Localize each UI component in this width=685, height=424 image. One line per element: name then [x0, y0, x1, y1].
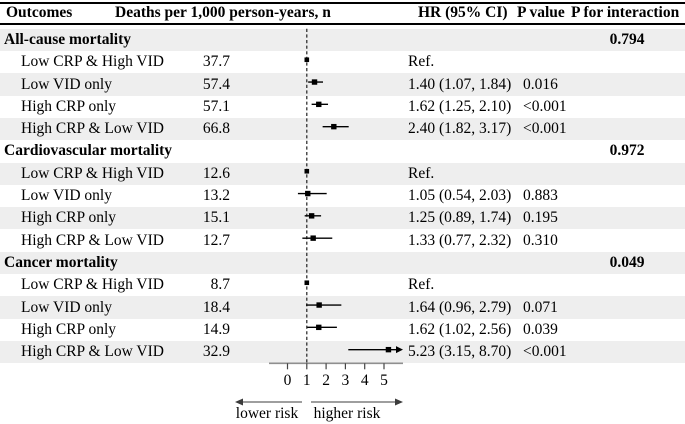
deaths-value: 57.1: [202, 97, 230, 115]
p-value: 0.195: [523, 209, 558, 227]
hr-ci-value: Ref.: [408, 164, 435, 182]
hr-point-marker: [304, 168, 310, 174]
higher-risk-arrowhead: [395, 398, 403, 406]
p-value: 0.883: [523, 187, 558, 205]
p-interaction-value: 0.049: [609, 253, 645, 271]
section-label: All-cause mortality: [4, 30, 131, 48]
deaths-value: 12.7: [202, 231, 230, 249]
outcome-row: High CRP & Low VID 66.8 2.40 (1.82, 3.17) <…: [0, 118, 685, 141]
column-header-deaths: Deaths per 1,000 person-years, n: [115, 4, 331, 21]
axis-tick-label: 4: [361, 372, 369, 389]
deaths-value: 14.9: [202, 320, 230, 338]
outcome-label: Low CRP & High VID: [21, 164, 164, 182]
column-header-outcomes: Outcomes: [6, 4, 73, 21]
outcome-label: High CRP only: [21, 97, 117, 115]
hr-ci-value: 1.25 (0.89, 1.74): [408, 209, 512, 227]
outcome-row: High CRP only 15.1 1.25 (0.89, 1.74) 0.195: [0, 207, 685, 230]
deaths-value: 8.7: [210, 276, 230, 294]
outcome-label: Low CRP & High VID: [21, 53, 164, 71]
outcome-label: Low VID only: [21, 187, 112, 205]
p-value: 0.071: [523, 298, 558, 316]
outcome-row: High CRP & Low VID 32.9 5.23 (3.15, 8.70) <…: [0, 341, 685, 364]
outcome-row: Low VID only 57.4 1.40 (1.07, 1.84) 0.016: [0, 73, 685, 96]
header-rule: [0, 23, 685, 25]
lower-risk-arrowhead: [235, 398, 243, 406]
hr-point-marker: [316, 101, 322, 108]
outcome-row: Low CRP & High VID 8.7 Ref.: [0, 274, 685, 296]
hr-ci-value: Ref.: [408, 53, 435, 71]
deaths-value: 66.8: [202, 120, 230, 138]
hr-ci-value: 1.40 (1.07, 1.84): [408, 75, 512, 93]
hr-ci-value: 1.64 (0.96, 2.79): [408, 298, 512, 316]
hr-point-marker: [316, 324, 322, 331]
deaths-value: 37.7: [202, 53, 230, 71]
outcome-row: Low CRP & High VID 37.7 Ref.: [0, 51, 685, 73]
axis-tick-label: 5: [380, 372, 388, 389]
hr-point-marker: [316, 302, 322, 308]
deaths-value: 32.9: [202, 343, 230, 361]
section-label: Cardiovascular mortality: [4, 142, 173, 160]
hr-point-marker: [305, 190, 311, 197]
p-value: <0.001: [523, 343, 567, 361]
outcome-label: Low CRP & High VID: [21, 276, 164, 294]
p-value: <0.001: [523, 97, 567, 115]
top-rule: [0, 2, 685, 4]
section-row: Cancer mortality 0.049: [0, 251, 685, 275]
outcome-label: High CRP & Low VID: [21, 343, 164, 361]
hr-ci-value: 5.23 (3.15, 8.70): [408, 343, 512, 361]
section-row: All-cause mortality 0.794: [0, 28, 685, 52]
higher-risk-label: higher risk: [314, 405, 381, 422]
axis-tick-label: 0: [284, 372, 292, 389]
outcome-row: High CRP only 14.9 1.62 (1.02, 2.56) 0.039: [0, 319, 685, 341]
deaths-value: 13.2: [202, 187, 230, 205]
section-row: Cardiovascular mortality 0.972: [0, 140, 685, 162]
p-interaction-value: 0.972: [609, 142, 645, 160]
p-value: 0.310: [523, 231, 558, 249]
p-value: 0.039: [523, 320, 558, 338]
truncation-arrowhead: [396, 346, 403, 354]
outcome-row: High CRP & Low VID 12.7 1.33 (0.77, 2.32) 0…: [0, 230, 685, 252]
outcome-row: High CRP only 57.1 1.62 (1.25, 2.10) <0.001: [0, 96, 685, 118]
hr-point-marker: [385, 346, 392, 353]
p-interaction-value: 0.794: [609, 30, 645, 48]
hr-point-marker: [304, 57, 310, 63]
outcome-label: Low VID only: [21, 75, 112, 93]
column-header-p-interaction: P for interaction: [571, 4, 680, 21]
deaths-value: 57.4: [202, 75, 230, 93]
outcome-label: High CRP & Low VID: [21, 120, 164, 138]
hr-point-marker: [308, 213, 315, 219]
hr-point-marker: [310, 235, 316, 241]
axis-tick-label: 1: [303, 372, 311, 389]
p-value: <0.001: [523, 120, 567, 138]
p-value: 0.016: [523, 75, 558, 93]
outcome-label: High CRP only: [21, 320, 117, 338]
outcome-label: High CRP & Low VID: [21, 231, 164, 249]
outcome-row: Low VID only 13.2 1.05 (0.54, 2.03) 0.883: [0, 185, 685, 207]
hr-ci-value: 2.40 (1.82, 3.17): [408, 120, 512, 138]
section-label: Cancer mortality: [4, 253, 118, 271]
hr-point-marker: [304, 280, 310, 286]
outcome-label: Low VID only: [21, 298, 112, 316]
hr-ci-value: 1.62 (1.02, 2.56): [408, 320, 512, 338]
deaths-value: 18.4: [202, 298, 230, 316]
hr-ci-value: 1.33 (0.77, 2.32): [408, 231, 512, 249]
outcome-row: Low CRP & High VID 12.6 Ref.: [0, 162, 685, 185]
hr-point-marker: [311, 79, 318, 85]
hr-ci-value: 1.05 (0.54, 2.03): [408, 187, 512, 205]
deaths-value: 12.6: [202, 164, 230, 182]
hr-point-marker: [331, 123, 337, 130]
column-header-p-value: P value: [517, 4, 565, 21]
hr-ci-value: 1.62 (1.25, 2.10): [408, 97, 512, 115]
deaths-value: 15.1: [202, 209, 230, 227]
axis-tick-label: 2: [322, 372, 330, 389]
hr-ci-value: Ref.: [408, 276, 435, 294]
lower-risk-label: lower risk: [236, 405, 299, 422]
axis-tick-label: 3: [342, 372, 350, 389]
outcome-label: High CRP only: [21, 209, 117, 227]
outcome-row: Low VID only 18.4 1.64 (0.96, 2.79) 0.071: [0, 296, 685, 319]
column-header-hr-ci: HR (95% CI): [418, 4, 508, 21]
